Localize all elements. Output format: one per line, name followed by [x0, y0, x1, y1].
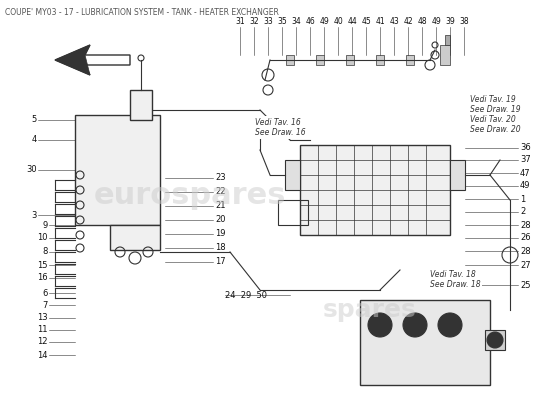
- Bar: [445, 35, 450, 45]
- Text: 31: 31: [235, 18, 245, 26]
- Text: 43: 43: [389, 18, 399, 26]
- Text: 26: 26: [520, 234, 531, 242]
- Text: 38: 38: [459, 18, 469, 26]
- Bar: [406, 55, 414, 65]
- Text: 27: 27: [520, 260, 531, 270]
- Text: 49: 49: [520, 182, 531, 190]
- Text: 30: 30: [26, 166, 37, 174]
- Text: 44: 44: [347, 18, 357, 26]
- Text: 14: 14: [37, 350, 48, 360]
- Text: Vedi Tav. 16
See Draw. 16: Vedi Tav. 16 See Draw. 16: [255, 118, 306, 137]
- Text: 33: 33: [263, 18, 273, 26]
- Bar: [346, 55, 354, 65]
- Bar: [75, 115, 160, 225]
- Text: 39: 39: [445, 18, 455, 26]
- Text: 25: 25: [520, 280, 531, 290]
- Circle shape: [487, 332, 503, 348]
- Text: 35: 35: [277, 18, 287, 26]
- Bar: [130, 90, 152, 120]
- Bar: [440, 45, 450, 65]
- Text: Vedi Tav. 20
See Draw. 20: Vedi Tav. 20 See Draw. 20: [470, 115, 521, 134]
- Bar: [300, 145, 450, 235]
- Text: spares: spares: [323, 298, 417, 322]
- Text: 3: 3: [32, 210, 37, 220]
- Text: 9: 9: [43, 220, 48, 230]
- Text: 7: 7: [43, 300, 48, 310]
- Text: Vedi Tav. 18
See Draw. 18: Vedi Tav. 18 See Draw. 18: [430, 270, 481, 290]
- Bar: [278, 200, 308, 225]
- Text: 12: 12: [37, 338, 48, 346]
- Bar: [376, 55, 384, 65]
- Text: 49: 49: [319, 18, 329, 26]
- Text: 48: 48: [417, 18, 427, 26]
- Bar: [285, 160, 300, 190]
- Circle shape: [368, 313, 392, 337]
- Text: 47: 47: [520, 168, 531, 178]
- Text: 34: 34: [291, 18, 301, 26]
- Polygon shape: [55, 45, 90, 75]
- Text: 28: 28: [520, 246, 531, 256]
- Text: 5: 5: [32, 116, 37, 124]
- Text: 18: 18: [215, 244, 226, 252]
- Text: 15: 15: [37, 260, 48, 270]
- Text: 19: 19: [215, 230, 226, 238]
- Bar: [485, 330, 505, 350]
- Text: 40: 40: [333, 18, 343, 26]
- Text: 32: 32: [249, 18, 259, 26]
- Text: 6: 6: [43, 288, 48, 298]
- Text: 23: 23: [215, 174, 226, 182]
- Bar: [286, 55, 294, 65]
- Text: 45: 45: [361, 18, 371, 26]
- Text: COUPE' MY03 - 17 - LUBRICATION SYSTEM - TANK - HEATER EXCHANGER: COUPE' MY03 - 17 - LUBRICATION SYSTEM - …: [5, 8, 279, 17]
- Text: 49: 49: [431, 18, 441, 26]
- Text: eurospares: eurospares: [94, 180, 286, 210]
- Text: 1: 1: [520, 194, 525, 204]
- Text: 28: 28: [520, 220, 531, 230]
- Text: 42: 42: [403, 18, 413, 26]
- Text: 21: 21: [215, 202, 226, 210]
- Text: 11: 11: [37, 326, 48, 334]
- Text: 24  29  50: 24 29 50: [225, 290, 267, 300]
- Bar: [110, 225, 160, 250]
- Circle shape: [403, 313, 427, 337]
- Text: 10: 10: [37, 234, 48, 242]
- Bar: [316, 55, 324, 65]
- Text: 36: 36: [520, 144, 531, 152]
- Bar: [450, 160, 465, 190]
- Text: 2: 2: [520, 208, 525, 216]
- Text: 16: 16: [37, 274, 48, 282]
- Text: 8: 8: [43, 248, 48, 256]
- Text: Vedi Tav. 19
See Draw. 19: Vedi Tav. 19 See Draw. 19: [470, 95, 521, 114]
- Text: 17: 17: [215, 258, 226, 266]
- Text: 22: 22: [215, 188, 226, 196]
- Text: 41: 41: [375, 18, 385, 26]
- Bar: [360, 300, 490, 385]
- Text: 37: 37: [520, 156, 531, 164]
- Text: 4: 4: [32, 136, 37, 144]
- Text: 13: 13: [37, 314, 48, 322]
- Text: 46: 46: [305, 18, 315, 26]
- Circle shape: [438, 313, 462, 337]
- Text: 20: 20: [215, 216, 226, 224]
